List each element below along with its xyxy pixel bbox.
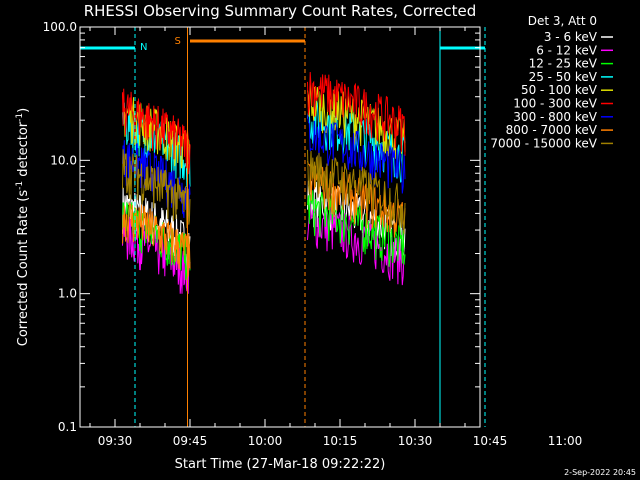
series-trace [122, 201, 191, 277]
x-axis-label: Start Time (27-Mar-18 09:22:22) [175, 457, 386, 472]
y-axis-label-sup1: -1 [15, 181, 25, 190]
series-trace [307, 149, 406, 235]
y-tick-label: 1.0 [58, 287, 77, 301]
data-layer [122, 71, 406, 294]
legend-header: Det 3, Att 0 [528, 14, 597, 28]
series-trace [122, 88, 191, 175]
legend-label: 25 - 50 keV [529, 70, 598, 84]
y-axis-label-sup2: -1 [15, 113, 25, 122]
legend-label: 6 - 12 keV [536, 43, 598, 57]
y-axis-label-end: ) [16, 108, 31, 113]
legend-label: 7000 - 15000 keV [490, 136, 597, 150]
x-tick-label: 09:30 [98, 434, 133, 448]
legend-label: 3 - 6 keV [544, 30, 598, 44]
series-trace [122, 149, 191, 229]
y-tick-label: 100.0 [43, 20, 77, 34]
series-trace [307, 115, 406, 194]
x-axis: 09:30 09:45 10:00 10:15 10:30 10:45 11:00 [89, 27, 583, 448]
series-trace [122, 140, 191, 219]
x-tick-label: 10:45 [473, 434, 508, 448]
night-label: N [140, 42, 147, 53]
x-tick-label: 10:30 [398, 434, 433, 448]
footer-date: 2-Sep-2022 20:45 [564, 468, 636, 477]
series-trace [307, 202, 406, 286]
plot-frame [79, 26, 481, 428]
x-tick-label: 11:00 [548, 434, 583, 448]
series-trace [307, 71, 406, 156]
legend-label: 800 - 7000 keV [506, 123, 598, 137]
series-trace [122, 213, 191, 294]
y-axis: 0.1 1.0 10.0 100.0 [43, 20, 480, 434]
x-tick-label: 10:15 [323, 434, 358, 448]
legend-label: 12 - 25 keV [529, 57, 598, 71]
legend-label: 100 - 300 keV [513, 97, 597, 111]
y-tick-label: 10.0 [50, 153, 77, 167]
legend-label: 300 - 800 keV [513, 110, 597, 124]
x-tick-label: 09:45 [173, 434, 208, 448]
y-axis-label-mid: detector [16, 121, 31, 181]
y-axis-label-main: Corrected Count Rate (s [16, 190, 31, 347]
chart-title: RHESSI Observing Summary Count Rates, Co… [84, 2, 477, 20]
x-tick-label: 10:00 [248, 434, 283, 448]
saa-label: S [175, 36, 181, 47]
y-tick-label: 0.1 [58, 420, 77, 434]
series-trace [122, 93, 191, 169]
series-trace [307, 161, 406, 238]
y-axis-label: Corrected Count Rate (s-1 detector-1) [15, 108, 31, 346]
legend-label: 50 - 100 keV [521, 83, 598, 97]
